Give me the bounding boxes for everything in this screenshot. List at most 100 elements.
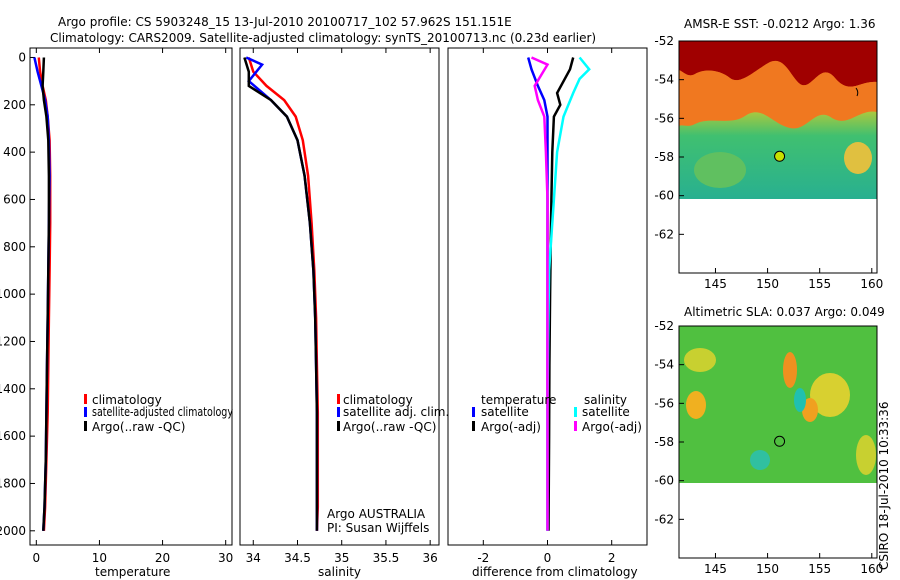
x-tick-label: 2 (608, 551, 616, 565)
legend-swatch-black (337, 421, 340, 431)
map-y-tick-label: -56 (654, 396, 674, 410)
argo-annotation-line1: Argo AUSTRALIA (327, 507, 426, 521)
sst-warm-region (679, 41, 877, 87)
temperature-legend: climatology satellite-adjusted climatolo… (84, 393, 233, 434)
y-tick-label: 600 (3, 192, 26, 206)
legend-swatch-black (84, 421, 87, 431)
map-y-tick-label: -54 (654, 73, 674, 87)
salinity-axes-box (239, 47, 440, 546)
y-tick-label: 400 (3, 145, 26, 159)
legend-swatch-blue (337, 407, 340, 417)
x-tick-label: 34 (246, 551, 261, 565)
salinity-legend: climatology satellite adj. clim. Argo(..… (337, 393, 449, 434)
legend-swatch-red (84, 394, 87, 404)
map-x-tick-label: 155 (808, 277, 831, 291)
legend-swatch-cyan (574, 407, 577, 417)
coast-feature (855, 87, 859, 97)
map-y-tick-label: -60 (654, 474, 674, 488)
difference-xlabel: difference from climatology (472, 565, 638, 579)
sla-orange-patch (686, 391, 706, 419)
x-tick-label: 0 (32, 551, 40, 565)
legend-temp-satellite: satellite (481, 405, 529, 419)
title-line2: Climatology: CARS2009. Satellite-adjuste… (50, 31, 596, 45)
sst-map-title: AMSR-E SST: -0.0212 Argo: 1.36 (684, 17, 875, 31)
sla-cyan-patch (750, 450, 770, 470)
legend-swatch-black (472, 421, 475, 431)
sst-map: AMSR-E SST: -0.0212 Argo: 1.36 145 150 155… (654, 17, 883, 291)
legend-swatch-blue (472, 407, 475, 417)
legend-argo: Argo(..raw -QC) (343, 420, 436, 434)
argo-location-marker (774, 150, 786, 162)
sla-yellow-patch (684, 348, 716, 372)
y-tick-label: 0 (18, 50, 26, 64)
depth-axis: 0 200 400 600 800 1000 1200 1400 1600 1800 2000 (0, 50, 35, 538)
x-tick-label: -2 (477, 551, 489, 565)
difference-series (526, 56, 591, 531)
legend-header-temperature: temperature (481, 393, 556, 407)
sla-yellow-patch (856, 435, 876, 475)
legend-temp-argo: Argo(-adj) (481, 420, 541, 434)
title-line1: Argo profile: CS 5903248_15 13-Jul-2010 … (58, 15, 512, 29)
salinity-panel: 34 34.5 35 35.5 36 climatology satellite adj… (239, 47, 449, 579)
series-satellite-adj-clim- (245, 56, 319, 531)
map-y-tick-label: -52 (654, 319, 674, 333)
sst-field (679, 41, 877, 199)
sst-orange-band (679, 60, 877, 129)
credit-text: CSIRO 18-Jul-2010 10:33:36 (877, 402, 891, 570)
sla-map-axes: 145 150 155 160 -52 -54 -56 -58 -60 -62 (654, 319, 883, 576)
map-y-tick-label: -58 (654, 435, 674, 449)
x-tick-label: 0 (544, 551, 552, 565)
series-salinity-argo-adj- (530, 56, 550, 531)
map-x-tick-label: 145 (704, 562, 727, 576)
sla-orange-patch (802, 398, 818, 422)
legend-satellite-adjusted: satellite-adjusted climatology (92, 405, 233, 419)
map-x-tick-label: 150 (756, 277, 779, 291)
series-argo-raw-qc- (41, 57, 51, 531)
temperature-x-axis: 0 10 20 30 (32, 48, 233, 565)
temperature-axes-box (29, 47, 233, 546)
legend-sal-satellite: satellite (582, 405, 630, 419)
map-y-tick-label: -60 (654, 189, 674, 203)
legend-swatch-red (337, 394, 340, 404)
map-x-tick-label: 150 (756, 562, 779, 576)
legend-climatology: climatology (92, 393, 162, 407)
difference-legend: temperature salinity satellite Argo(-adj… (472, 393, 642, 434)
map-y-tick-label: -54 (654, 358, 674, 372)
y-tick-label: 1000 (0, 287, 26, 301)
series-temperature-argo-adj- (547, 57, 575, 531)
legend-swatch-blue (84, 407, 87, 417)
y-tick-label: 2000 (0, 524, 26, 538)
sla-yellow-patch (810, 373, 850, 417)
sst-yellow-patch (844, 142, 872, 174)
x-tick-label: 35 (334, 551, 349, 565)
map-y-tick-label: -62 (654, 227, 674, 241)
map-y-tick-label: -52 (654, 34, 674, 48)
y-tick-label: 800 (3, 240, 26, 254)
y-tick-label: 1400 (0, 382, 26, 396)
legend-sal-argo: Argo(-adj) (582, 420, 642, 434)
difference-panel: -2 0 2 temperature salinity satellite Argo… (447, 47, 648, 579)
temperature-series (33, 57, 52, 531)
argo-annotation-line2: PI: Susan Wijffels (327, 521, 429, 535)
series-argo-raw-qc- (243, 57, 319, 531)
x-tick-label: 36 (423, 551, 438, 565)
legend-satellite-adj: satellite adj. clim. (343, 405, 449, 419)
temperature-panel: 0 200 400 600 800 1000 1200 1400 1600 1800 2000 0 1… (0, 47, 233, 579)
legend-climatology: climatology (343, 393, 413, 407)
y-tick-label: 1800 (0, 476, 26, 490)
map-y-tick-label: -56 (654, 111, 674, 125)
series-climatology (247, 57, 320, 531)
salinity-x-axis: 34 34.5 35 35.5 36 (246, 48, 438, 565)
sst-green-patch (694, 152, 746, 188)
x-tick-label: 35.5 (373, 551, 400, 565)
x-tick-label: 10 (92, 551, 107, 565)
temperature-xlabel: temperature (95, 565, 170, 579)
sla-orange-patch (783, 352, 797, 388)
sla-cyan-patch (794, 388, 806, 412)
x-tick-label: 20 (155, 551, 170, 565)
legend-header-salinity: salinity (584, 393, 627, 407)
y-tick-label: 1200 (0, 334, 26, 348)
legend-swatch-magenta (574, 421, 577, 431)
sla-map: Altimetric SLA: 0.037 Argo: 0.049 145 150… (654, 305, 884, 576)
